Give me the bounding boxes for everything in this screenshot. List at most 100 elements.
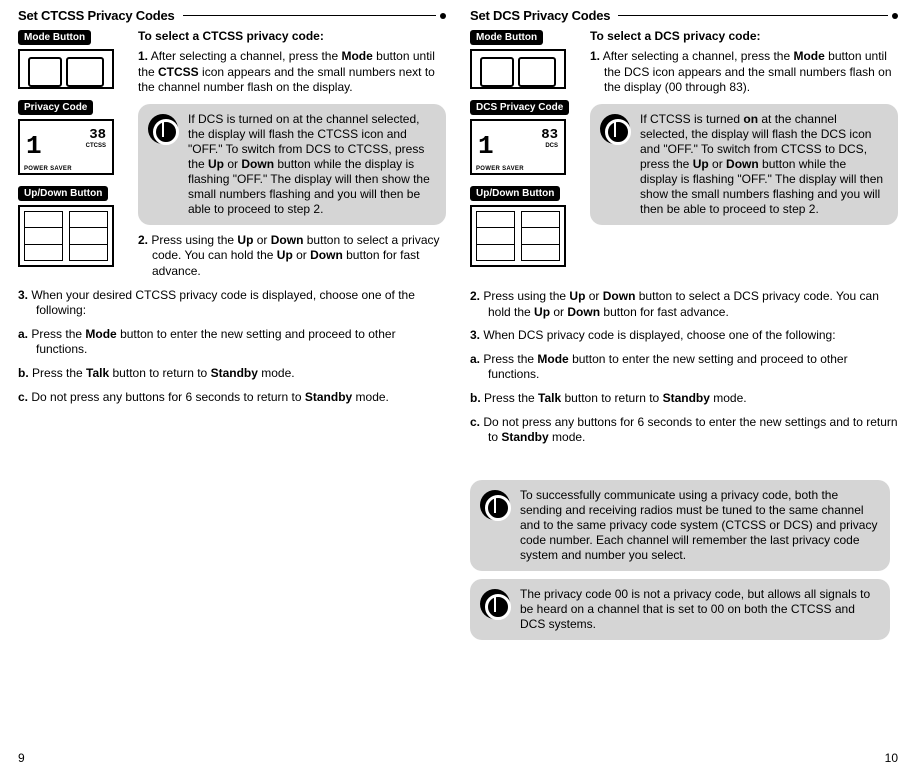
subtitle: To select a CTCSS privacy code: bbox=[138, 29, 446, 43]
lcd-small: 83 bbox=[541, 127, 558, 143]
section-title: Set DCS Privacy Codes bbox=[470, 8, 610, 23]
note-text: To successfully communicate using a priv… bbox=[520, 488, 878, 563]
badge-privacy: DCS Privacy Code bbox=[470, 100, 569, 115]
page-number-left: 9 bbox=[18, 751, 25, 765]
step-3: 3. When DCS privacy code is displayed, c… bbox=[470, 328, 898, 344]
step-2: 2. Press using the Up or Down button to … bbox=[470, 289, 898, 320]
step-text: mode. bbox=[352, 390, 389, 404]
subtitle: To select a DCS privacy code: bbox=[590, 29, 898, 43]
lcd-main: 1 bbox=[26, 131, 40, 161]
step-text: button to return to bbox=[109, 366, 210, 380]
step-bold: Down bbox=[603, 289, 636, 303]
updown-illustration bbox=[470, 205, 566, 267]
step-bold: Down bbox=[567, 305, 600, 319]
note-icon bbox=[480, 490, 510, 520]
step-bold: Standby bbox=[501, 430, 548, 444]
note-box: If DCS is turned on at the channel selec… bbox=[138, 104, 446, 225]
step-text: or bbox=[585, 289, 602, 303]
step-text: mode. bbox=[258, 366, 295, 380]
substep-b: b. Press the Talk button to return to St… bbox=[18, 366, 446, 382]
step-text: or bbox=[253, 233, 270, 247]
note-text: If CTCSS is turned on at the channel sel… bbox=[640, 112, 886, 217]
step-bold: Mode bbox=[793, 49, 824, 63]
step-text: Press using the bbox=[483, 289, 569, 303]
step-bold: Mode bbox=[85, 327, 116, 341]
step-text: Press the bbox=[483, 352, 537, 366]
device-illustration bbox=[18, 49, 114, 89]
page-spread: Set CTCSS Privacy Codes Mode Button Priv… bbox=[18, 8, 898, 732]
step-text: mode. bbox=[549, 430, 586, 444]
section-header-right: Set DCS Privacy Codes bbox=[470, 8, 898, 23]
step-bold: Down bbox=[271, 233, 304, 247]
rule-dot bbox=[892, 13, 898, 19]
text-column: To select a DCS privacy code: 1. After s… bbox=[590, 29, 898, 267]
note-text: The privacy code 00 is not a privacy cod… bbox=[520, 587, 878, 632]
step-bold: Standby bbox=[305, 390, 352, 404]
step-text: Press using the bbox=[151, 233, 237, 247]
illustration-column: Mode Button DCS Privacy Code 1 83 DCS PO… bbox=[470, 29, 580, 267]
note-box-code00: The privacy code 00 is not a privacy cod… bbox=[470, 579, 890, 640]
step-bold: Talk bbox=[538, 391, 561, 405]
step-bold: Standby bbox=[663, 391, 710, 405]
step-text: or bbox=[293, 248, 310, 262]
note-span: or bbox=[709, 157, 726, 171]
substep-a: a. Press the Mode button to enter the ne… bbox=[18, 327, 446, 358]
updown-illustration bbox=[18, 205, 114, 267]
note-icon bbox=[600, 114, 630, 144]
step-text: When your desired CTCSS privacy code is … bbox=[31, 288, 415, 318]
note-bold: on bbox=[743, 112, 758, 126]
badge-mode: Mode Button bbox=[18, 30, 91, 45]
rule-line bbox=[183, 15, 436, 16]
substep-b: b. Press the Talk button to return to St… bbox=[470, 391, 898, 407]
footer: 9 10 bbox=[18, 751, 898, 765]
step-text: or bbox=[550, 305, 567, 319]
badge-updown: Up/Down Button bbox=[18, 186, 108, 201]
step-text: button for fast advance. bbox=[600, 305, 729, 319]
left-column: Set CTCSS Privacy Codes Mode Button Priv… bbox=[18, 8, 446, 732]
lcd-tag: CTCSS bbox=[86, 143, 106, 149]
lcd-tag: DCS bbox=[545, 143, 558, 149]
badge-updown: Up/Down Button bbox=[470, 186, 560, 201]
step-text: Press the bbox=[31, 327, 85, 341]
step-bold: Up bbox=[237, 233, 253, 247]
step-bold: Up bbox=[277, 248, 293, 262]
step-bold: CTCSS bbox=[158, 65, 199, 79]
note-box: If CTCSS is turned on at the channel sel… bbox=[590, 104, 898, 225]
step-bold: Down bbox=[310, 248, 343, 262]
note-span: If CTCSS is turned bbox=[640, 112, 743, 126]
step-text: button to return to bbox=[561, 391, 662, 405]
rule-line bbox=[618, 15, 888, 16]
step-text: mode. bbox=[710, 391, 747, 405]
step-text: Press the bbox=[32, 366, 86, 380]
step-2: 2. Press using the Up or Down button to … bbox=[138, 233, 446, 280]
right-column: Set DCS Privacy Codes Mode Button DCS Pr… bbox=[470, 8, 898, 732]
note-bold: Down bbox=[241, 157, 274, 171]
badge-mode: Mode Button bbox=[470, 30, 543, 45]
substep-a: a. Press the Mode button to enter the ne… bbox=[470, 352, 898, 383]
step-1: 1. After selecting a channel, press the … bbox=[138, 49, 446, 96]
step-text: After selecting a channel, press the bbox=[151, 49, 342, 63]
note-icon bbox=[480, 589, 510, 619]
lcd-bottom: POWER SAVER bbox=[24, 166, 72, 172]
step-text: After selecting a channel, press the bbox=[603, 49, 794, 63]
step-bold: Up bbox=[569, 289, 585, 303]
step-bold: Mode bbox=[341, 49, 372, 63]
text-column: To select a CTCSS privacy code: 1. After… bbox=[138, 29, 446, 288]
step-bold: Standby bbox=[211, 366, 258, 380]
step-text: Do not press any buttons for 6 seconds t… bbox=[31, 390, 305, 404]
step-bold: Talk bbox=[86, 366, 109, 380]
note-bold: Up bbox=[208, 157, 224, 171]
lcd-illustration: 1 38 CTCSS POWER SAVER bbox=[18, 119, 114, 175]
rule-dot bbox=[440, 13, 446, 19]
substep-c: c. Do not press any buttons for 6 second… bbox=[18, 390, 446, 406]
step-1: 1. After selecting a channel, press the … bbox=[590, 49, 898, 96]
step-text: Press the bbox=[484, 391, 538, 405]
illustration-column: Mode Button Privacy Code 1 38 CTCSS POWE… bbox=[18, 29, 128, 288]
step-bold: Mode bbox=[537, 352, 568, 366]
lcd-bottom: POWER SAVER bbox=[476, 166, 524, 172]
section-title: Set CTCSS Privacy Codes bbox=[18, 8, 175, 23]
page-number-right: 10 bbox=[885, 751, 898, 765]
section-header-left: Set CTCSS Privacy Codes bbox=[18, 8, 446, 23]
step-3: 3. When your desired CTCSS privacy code … bbox=[18, 288, 446, 319]
badge-privacy: Privacy Code bbox=[18, 100, 93, 115]
